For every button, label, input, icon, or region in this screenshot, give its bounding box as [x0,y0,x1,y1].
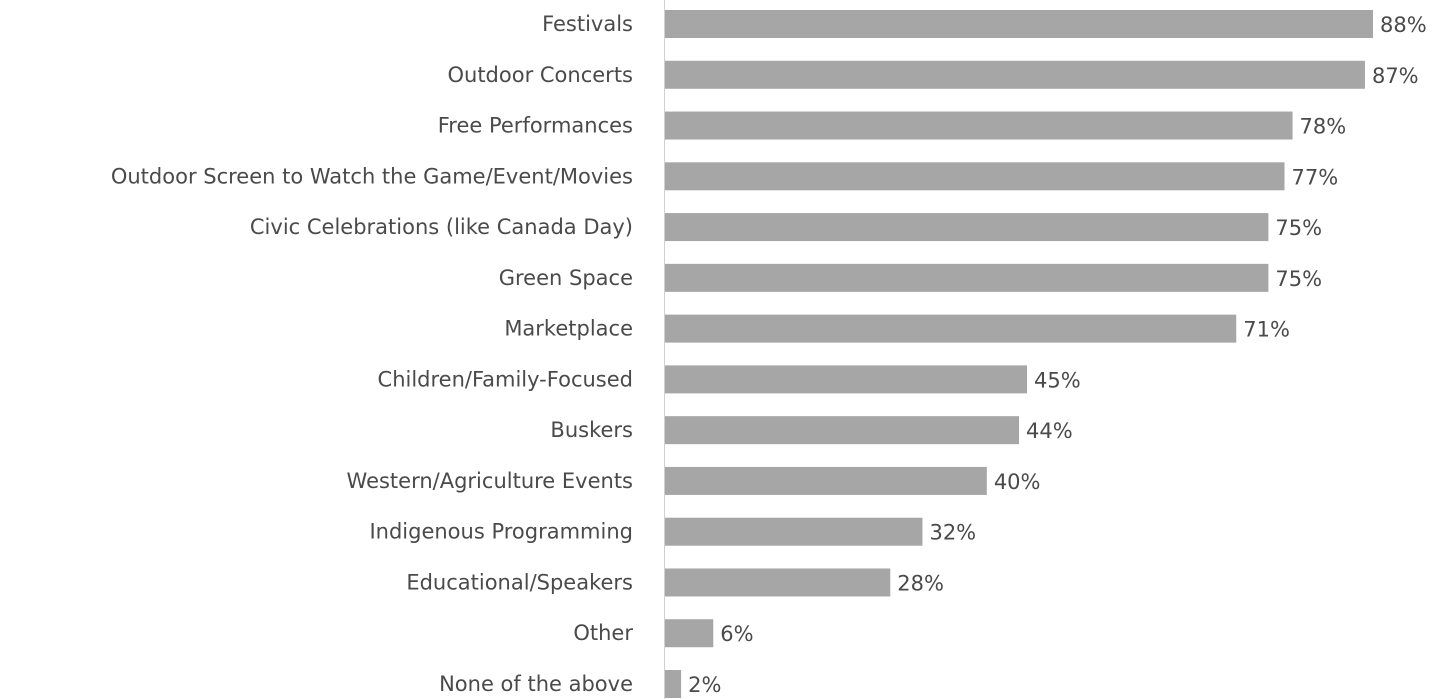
bar [665,365,1028,394]
bar [665,517,923,546]
bar [665,60,1365,89]
value-label: 28% [897,571,944,595]
category-label: Civic Celebrations (like Canada Day) [250,215,633,239]
category-label: Indigenous Programming [369,520,633,544]
category-label: Children/Family-Focused [378,367,633,391]
bar [665,111,1293,140]
bar [665,670,682,699]
bar [665,263,1269,292]
category-label: Outdoor Concerts [447,63,633,87]
value-label: 40% [994,470,1041,494]
value-label: 75% [1275,216,1322,240]
bar [665,568,891,597]
bar [665,162,1285,191]
bar [665,416,1019,445]
category-label: Other [573,621,633,645]
value-label: 75% [1275,267,1322,291]
value-label: 88% [1380,13,1427,37]
category-label: Marketplace [504,317,633,341]
category-label: Outdoor Screen to Watch the Game/Event/M… [111,164,633,188]
bar [665,619,714,648]
value-label: 71% [1243,318,1290,342]
category-label: Free Performances [438,114,633,138]
value-label: 2% [688,673,721,697]
bar [665,314,1237,343]
category-label: Festivals [542,12,633,36]
value-label: 6% [720,622,753,646]
value-label: 32% [929,521,976,545]
category-label: Green Space [499,266,633,290]
value-label: 87% [1372,64,1419,88]
bar [665,10,1373,38]
bar [665,466,987,495]
value-label: 78% [1300,115,1347,139]
category-label: Buskers [550,418,633,442]
value-label: 45% [1034,368,1081,392]
bar [665,213,1269,242]
value-label: 77% [1292,165,1339,189]
value-label: 44% [1026,419,1073,443]
category-label: Educational/Speakers [406,570,633,594]
category-label: None of the above [439,672,633,696]
category-label: Western/Agriculture Events [347,469,633,493]
